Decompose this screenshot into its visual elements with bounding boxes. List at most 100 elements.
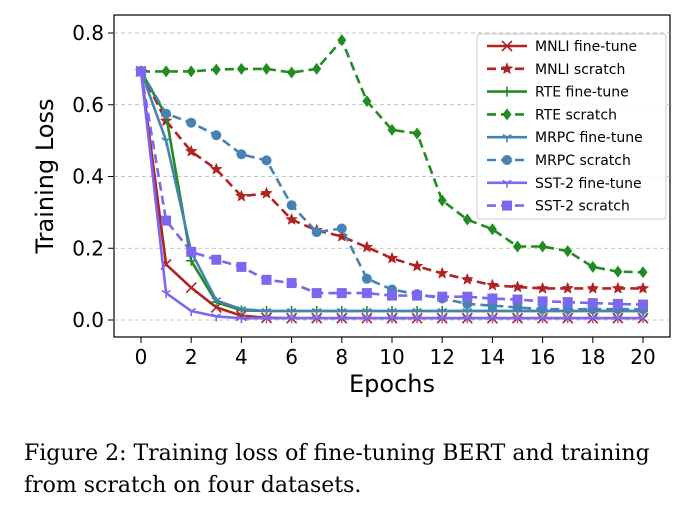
- data-point: [287, 66, 297, 79]
- x-tick-label: 4: [235, 345, 248, 369]
- data-point: [486, 278, 499, 291]
- data-point: [336, 223, 347, 234]
- legend-label: RTE fine-tune: [535, 85, 629, 101]
- legend-marker: [502, 86, 512, 97]
- data-point: [538, 240, 548, 253]
- data-point: [184, 144, 198, 157]
- data-point: [337, 307, 347, 317]
- ticks: 0.0 0.2 0.4 0.6 0.8 0 2 4 6 8 10 12 14 16 18 20: [72, 21, 656, 369]
- data-point: [612, 298, 623, 309]
- data-point: [638, 299, 648, 310]
- data-point: [435, 266, 449, 279]
- figure-caption: Figure 2: Training loss of fine-tuning B…: [24, 441, 650, 498]
- data-point: [638, 315, 648, 324]
- data-point: [512, 315, 523, 324]
- data-point: [462, 291, 473, 302]
- data-point: [186, 65, 196, 78]
- data-point: [588, 315, 598, 324]
- data-point: [611, 281, 625, 294]
- data-point: [211, 313, 222, 322]
- data-point: [487, 223, 497, 236]
- data-point: [487, 315, 498, 324]
- x-tick-label: 18: [580, 345, 605, 369]
- legend-marker: [500, 62, 514, 75]
- data-point: [638, 266, 648, 279]
- data-point: [261, 315, 272, 324]
- data-point: [462, 315, 473, 324]
- data-point: [562, 315, 573, 324]
- x-tick-label: 14: [480, 345, 505, 369]
- data-point: [360, 240, 374, 253]
- data-point: [235, 189, 248, 202]
- data-point: [587, 298, 598, 309]
- legend-label: RTE scratch: [535, 107, 617, 123]
- data-point: [437, 315, 447, 324]
- data-point: [437, 194, 447, 207]
- data-point: [311, 288, 322, 299]
- data-point: [236, 62, 246, 75]
- data-point: [211, 297, 222, 306]
- data-point: [337, 315, 347, 324]
- data-point: [211, 130, 222, 141]
- x-tick-label: 10: [379, 345, 404, 369]
- legend-marker: [502, 200, 512, 211]
- data-point: [161, 289, 171, 299]
- training-loss-chart: 0.00.20.40.60.80 2 4 6 8 10 12 14 16 18 20 Epochs …: [31, 14, 671, 398]
- legend-marker: [502, 134, 512, 143]
- data-point: [460, 272, 474, 285]
- y-tick-label: 0.0: [72, 308, 104, 332]
- legend: MNLI fine-tune MNLI scratch RTE fine-tune R…: [476, 33, 667, 220]
- legend-marker: [501, 40, 513, 52]
- data-point: [260, 186, 273, 199]
- data-point: [410, 259, 424, 272]
- y-tick-label: 0.4: [72, 165, 104, 189]
- data-point: [588, 260, 598, 273]
- series-mnli-scratch: [134, 64, 650, 294]
- data-point: [537, 304, 548, 315]
- data-point: [236, 306, 247, 315]
- data-point: [636, 281, 650, 294]
- data-point: [537, 296, 548, 307]
- data-point: [387, 290, 397, 301]
- data-point: [385, 251, 399, 264]
- legend-label: MRPC fine-tune: [535, 130, 643, 146]
- data-point: [586, 281, 600, 294]
- data-point: [262, 62, 271, 75]
- data-point: [161, 137, 171, 146]
- data-point: [161, 108, 172, 119]
- data-point: [161, 65, 171, 78]
- data-point: [511, 280, 524, 293]
- data-point: [286, 315, 297, 324]
- data-point: [462, 213, 472, 226]
- data-point: [285, 212, 298, 225]
- series-line-rte-scratch: [141, 38, 644, 274]
- data-point: [186, 307, 196, 317]
- data-point: [311, 315, 322, 324]
- x-tick-label: 12: [429, 345, 454, 369]
- legend-box: [476, 33, 667, 220]
- data-point: [513, 240, 522, 253]
- data-point: [613, 265, 623, 278]
- data-point: [186, 246, 197, 257]
- data-point: [186, 117, 197, 128]
- data-point: [437, 291, 448, 302]
- x-tick-label: 8: [335, 345, 348, 369]
- data-point: [462, 307, 473, 317]
- data-point: [412, 290, 423, 301]
- data-point: [261, 155, 272, 166]
- series-group: [134, 34, 650, 324]
- data-point: [286, 200, 297, 211]
- series-sst-2-fine-tune: [136, 68, 648, 324]
- legend-label: MRPC scratch: [535, 153, 631, 169]
- legend-label: MNLI fine-tune: [535, 39, 637, 55]
- data-point: [311, 307, 322, 317]
- data-point: [312, 62, 322, 75]
- data-point: [362, 307, 372, 317]
- data-point: [286, 307, 297, 317]
- legend-label: MNLI scratch: [535, 62, 625, 78]
- data-point: [211, 254, 222, 265]
- legend-label: SST-2 fine-tune: [535, 176, 642, 192]
- data-point: [136, 66, 146, 77]
- data-point: [362, 95, 372, 108]
- data-point: [336, 288, 347, 299]
